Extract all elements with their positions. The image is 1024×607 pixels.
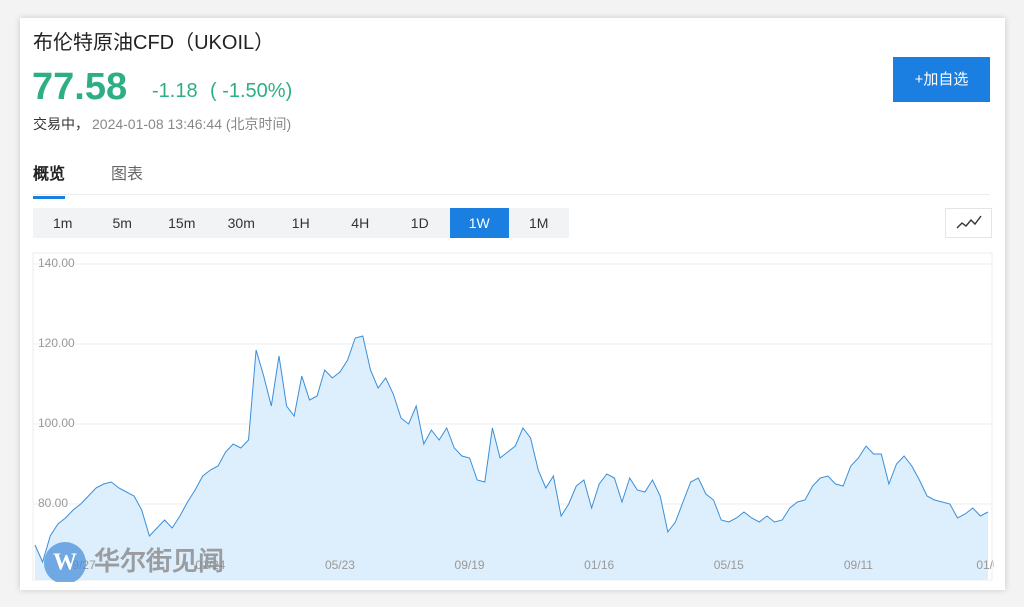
x-tick-label: 09/11 — [844, 558, 873, 572]
timeframe-button[interactable]: 1m — [53, 215, 73, 231]
y-tick-label: 120.00 — [38, 336, 75, 350]
x-tick-label: 05/23 — [325, 558, 355, 572]
title: 布伦特原油CFD（UKOIL） — [33, 32, 275, 54]
change-pct: ( -1.50%) — [210, 80, 293, 102]
timeframe-button[interactable]: 1D — [410, 215, 429, 231]
timeframe-button[interactable]: 5m — [112, 215, 132, 231]
timeframe-button[interactable]: 4H — [351, 215, 370, 231]
change: -1.18 — [152, 80, 198, 102]
timeframe-button[interactable]: 1H — [291, 215, 310, 231]
y-tick-label: 140.00 — [38, 256, 75, 270]
timeframe-button[interactable]: 30m — [227, 215, 255, 231]
tab[interactable]: 图表 — [111, 166, 144, 183]
timeframe-button[interactable]: 1M — [529, 215, 549, 231]
x-tick-label: 01/24 — [195, 558, 225, 572]
chart-style-button[interactable] — [945, 208, 992, 238]
y-tick-label: 80.00 — [38, 496, 68, 510]
icon — [956, 215, 982, 229]
separator — [33, 194, 990, 195]
price: 77.58 — [32, 66, 128, 108]
x-tick-label: 01/0 — [976, 558, 994, 572]
y-tick-label: 100.00 — [38, 416, 75, 430]
area-fill — [35, 336, 988, 580]
x-tick-label: 09/19 — [455, 558, 485, 572]
x-tick-label: 05/15 — [714, 558, 744, 572]
x-tick-label: 01/16 — [584, 558, 614, 572]
status: 交易中， — [33, 116, 89, 132]
chart: 80.00100.00120.00140.0009/2701/2405/2309… — [32, 252, 994, 582]
quote-card: 布伦特原油CFD（UKOIL） 77.58 -1.18 ( -1.50%) 交易… — [20, 18, 1005, 590]
price-line — [34, 335, 989, 564]
timestamp: 2024-01-08 13:46:44 (北京时间) — [92, 116, 292, 132]
timeframe-button[interactable]: 1W — [449, 208, 509, 238]
watermark-logo — [44, 542, 86, 582]
timeframe-bar: 1m 5m 15m 30m 1H 4H 1D 1W 1M — [33, 208, 569, 238]
watermark-logo-text: W — [53, 550, 77, 576]
tab[interactable]: 概览 — [33, 160, 66, 199]
watermark-text: 华尔街见闻 — [94, 546, 224, 577]
watch-button[interactable]: +加自选 — [893, 57, 990, 102]
timeframe-button[interactable]: 15m — [168, 215, 196, 231]
